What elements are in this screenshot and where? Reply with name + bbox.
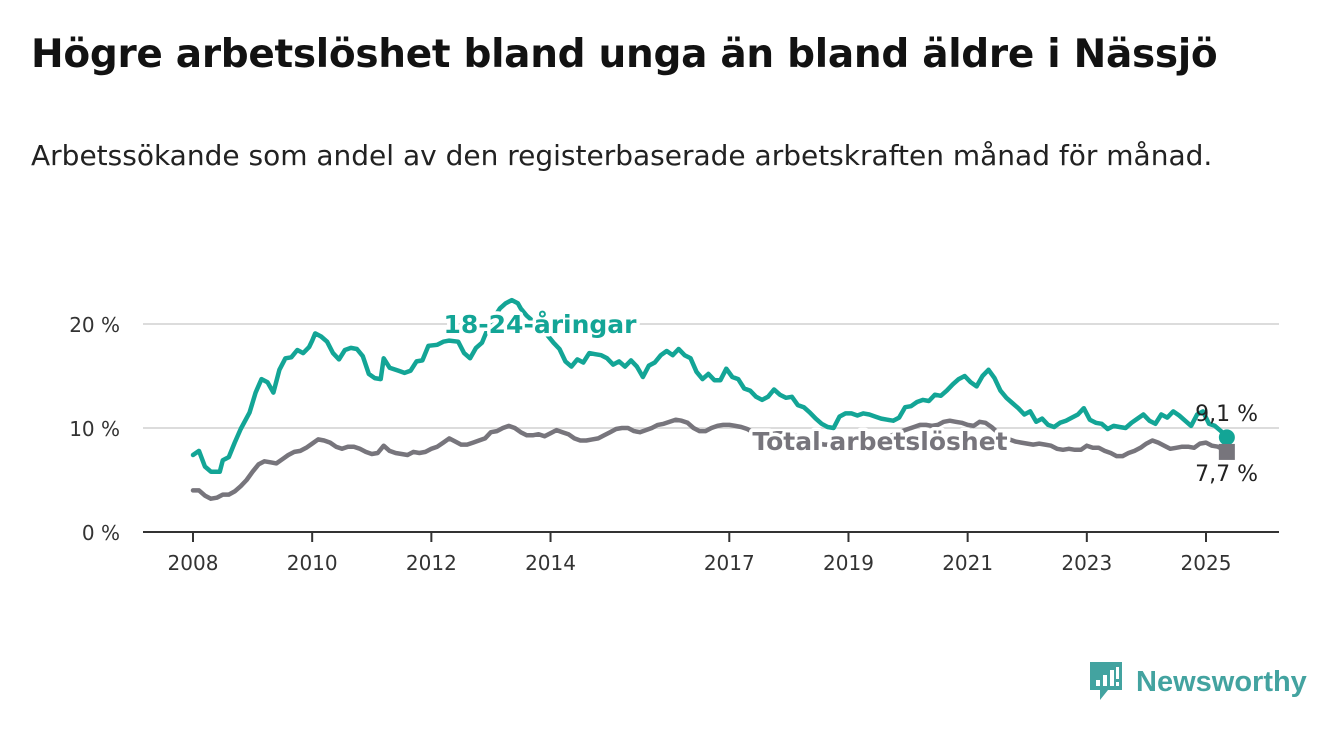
- newsworthy-chart-logo-icon: [1090, 662, 1122, 700]
- x-tick-label: 2021: [942, 551, 993, 575]
- x-tick-label: 2008: [168, 551, 219, 575]
- y-tick-label: 10 %: [69, 417, 120, 441]
- end-label-total: 7,7 %: [1195, 462, 1258, 487]
- x-tick-label: 2025: [1181, 551, 1232, 575]
- x-tick-label: 2019: [823, 551, 874, 575]
- end-label-youth: 9,1 %: [1195, 402, 1258, 427]
- brand-name: Newsworthy: [1136, 665, 1307, 698]
- x-tick-label: 2017: [704, 551, 755, 575]
- x-tick-label: 2010: [287, 551, 338, 575]
- series-end-marker-total: [1218, 443, 1235, 460]
- series-label-youth: 18-24-åringar: [444, 310, 638, 339]
- x-tick-label: 2012: [406, 551, 457, 575]
- series-label-total: Total arbetslöshet: [752, 427, 1007, 456]
- y-tick-label: 20 %: [69, 313, 120, 337]
- x-tick-label: 2014: [525, 551, 576, 575]
- chart-title: Högre arbetslöshet bland unga än bland ä…: [31, 32, 1218, 77]
- y-tick-label: 0 %: [82, 521, 120, 545]
- series-line-youth: [190, 297, 1230, 474]
- series-line-total: [190, 417, 1230, 501]
- newsworthy-brand[interactable]: Newsworthy: [1088, 660, 1307, 704]
- series-end-marker-youth: [1218, 429, 1235, 446]
- chart-subtitle: Arbetssökande som andel av den registerb…: [31, 139, 1213, 172]
- x-tick-label: 2023: [1061, 551, 1112, 575]
